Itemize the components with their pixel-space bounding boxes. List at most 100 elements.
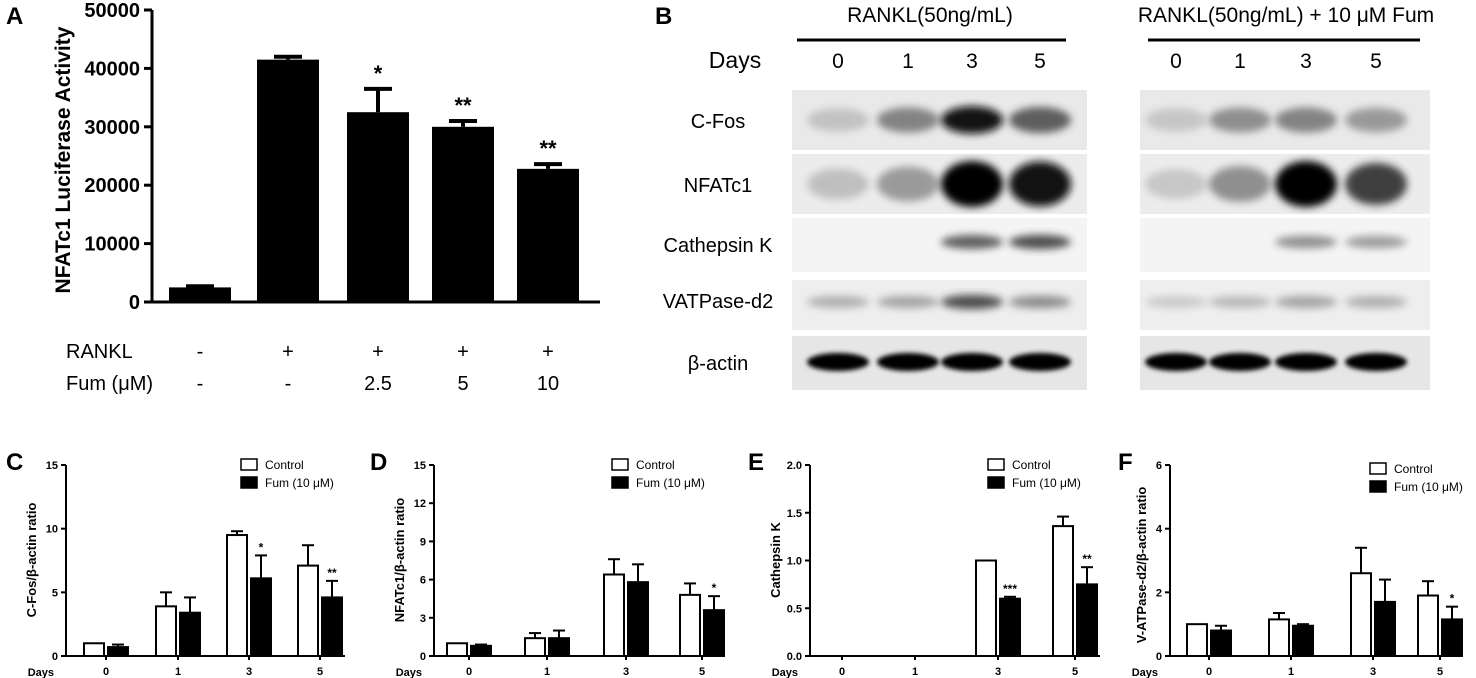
group-label-rankl: RANKL(50ng/mL) [847,4,1013,27]
bar [169,287,231,302]
bar-control [975,559,997,657]
bar-control [679,593,701,658]
blot-band [807,353,869,371]
bar-control [446,642,468,657]
y-axis-label: NFATc1/β-actin ratio [392,498,407,623]
x-tick-label: 5 [699,666,705,678]
panel-d-bar-chart: 0 3 6 9 12 15 NFATc1/β-actin ratio Days 0 1 3 5 * Con… [392,458,725,678]
legend-swatch [611,476,629,489]
y-tick-label: 12 [414,498,426,510]
y-axis-label: Cathepsin K [768,521,783,597]
bar [432,126,494,302]
legend-swatch [240,458,258,471]
y-tick-label: 20000 [84,175,140,197]
blot-band [1275,353,1337,371]
blot-band [1345,235,1407,249]
group-label-rankl-fum: RANKL(50ng/mL) + 10 μM Fum [1138,4,1434,27]
blot-band [1345,163,1407,205]
significance-mark: * [259,540,264,554]
y-tick-label: 2.0 [787,460,802,472]
legend-label: Fum (10 μM) [1394,480,1463,494]
legend-swatch [987,476,1005,489]
fum-value: 10 [537,373,559,395]
bar-control [1186,623,1208,658]
legend-swatch [1369,480,1387,493]
panel-b-western-blot: RANKL(50ng/mL) RANKL(50ng/mL) + 10 μM Fum… [663,4,1434,390]
blot-band [941,161,1003,207]
rankl-value: + [282,341,294,363]
x-tick-label: 0 [839,666,845,678]
bar-control [1268,618,1290,657]
bar-fum [250,577,272,657]
blot-band [877,107,939,133]
blot-band [1275,161,1337,207]
x-tick-label: 1 [1288,666,1294,678]
significance-mark: ** [454,93,472,118]
bar-fum [321,596,343,658]
bar-fum [1441,618,1463,657]
bar [517,168,579,302]
blot-band [807,168,869,200]
x-axis-label: Days [1132,667,1158,678]
legend-label: Control [636,458,675,472]
panel-c-bar-chart: 0 5 10 15 C-Fos/β-actin ratio Days 0 1 3 * 5 ** Cont… [24,458,345,678]
y-tick-label: 2 [1156,587,1162,599]
y-tick-label: 1.0 [787,556,802,568]
y-tick-label: 3 [420,613,426,625]
blot-band [877,295,939,309]
bar-control [297,564,319,657]
panel-f-bar-chart: 0 2 4 6 V-ATPase-d2/β-actin ratio Days 0 1 3 5 * Co… [1132,460,1463,678]
blot-band [1009,234,1071,250]
blot-band [1009,161,1071,207]
lane-day-label: 1 [902,50,914,73]
fum-value: - [197,373,204,395]
blot-row-label: Cathepsin K [664,235,774,257]
bar-fum [703,609,725,657]
blot-band [1209,166,1271,202]
blot-band [1275,235,1337,249]
blot-band [1009,353,1071,371]
legend-swatch [1369,462,1387,475]
blot-band [877,166,939,202]
bar-fum [179,611,201,657]
blot-band [941,294,1003,310]
blot-band [1275,295,1337,309]
y-axis-label: C-Fos/β-actin ratio [24,503,39,618]
y-tick-label: 10000 [84,234,140,256]
legend-label: Fum (10 μM) [265,476,334,490]
legend-swatch [240,476,258,489]
lane-day-label: 0 [832,50,844,73]
rankl-value: + [372,341,384,363]
legend-label: Control [265,458,304,472]
bar-control [226,534,248,657]
bar [257,59,319,302]
legend-label: Control [1394,462,1433,476]
x-tick-label: 3 [246,666,252,678]
y-tick-label: 10 [46,524,58,536]
x-tick-label: 3 [623,666,629,678]
bar-control [524,637,546,658]
blot-band [877,353,939,371]
blot-band [941,234,1003,250]
blot-band [1145,353,1207,371]
blot-row-label: VATPase-d2 [663,291,773,313]
x-axis-label: Days [28,667,54,678]
y-tick-label: 6 [420,575,426,587]
x-tick-label: 0 [1206,666,1212,678]
blot-band [807,108,869,132]
fum-value: 5 [457,373,468,395]
y-tick-label: 40000 [84,58,140,80]
blot-band [941,106,1003,134]
bar-fum [627,581,649,657]
x-tick-label: 3 [995,666,1001,678]
lane-day-label: 5 [1034,50,1046,73]
bar-fum [1210,629,1232,657]
x-tick-label: 5 [317,666,323,678]
significance-mark: * [374,61,383,86]
y-tick-label: 30000 [84,117,140,139]
x-tick-label: 1 [912,666,918,678]
significance-mark: * [712,581,717,595]
bar-fum [470,644,492,658]
rankl-value: - [197,341,204,363]
